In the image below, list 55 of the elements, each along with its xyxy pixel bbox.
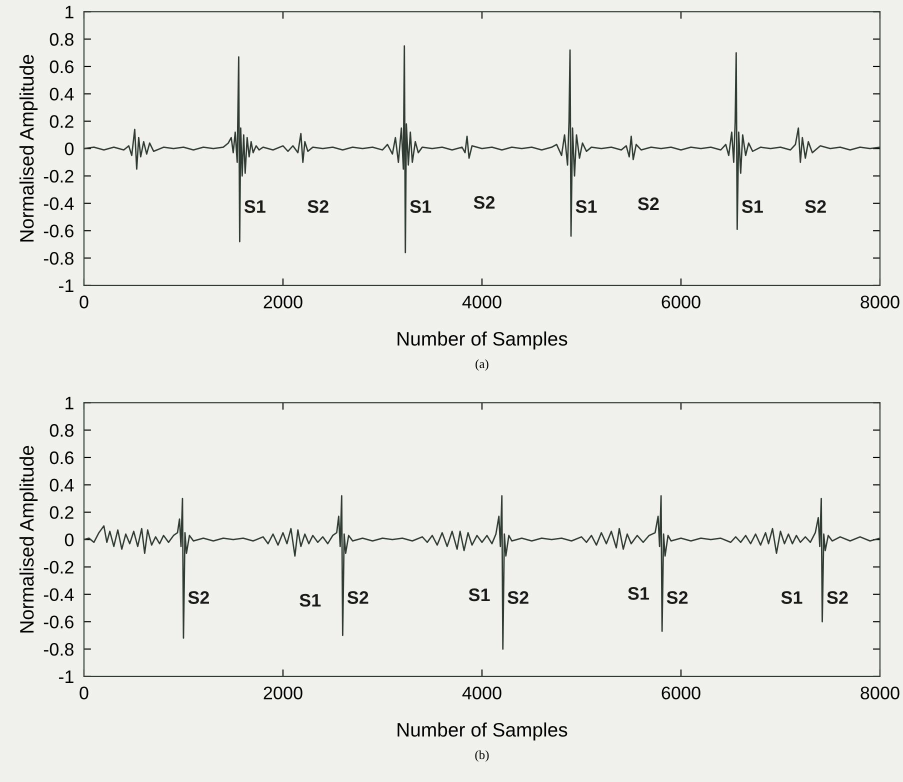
- annotation: S1: [628, 587, 650, 600]
- y-tick-label: 0.4: [50, 88, 74, 101]
- x-tick-label: 6000: [662, 686, 700, 700]
- x-axis-title: Number of Samples: [398, 331, 568, 350]
- x-tick-label: 8000: [860, 686, 900, 700]
- y-tick-label: -0.6: [44, 616, 74, 628]
- annotation: S1: [300, 594, 321, 607]
- text: (b): [475, 750, 489, 762]
- y-tick-label: -0.2: [44, 560, 74, 574]
- annotation: S2: [188, 591, 210, 604]
- annotation: S1: [244, 200, 266, 213]
- x-tick-label: 4000: [462, 296, 502, 308]
- x-tick-label: 2000: [264, 686, 302, 700]
- x-axis-title: Number of Samples: [398, 722, 568, 741]
- y-tick-label: -0.6: [44, 224, 74, 238]
- y-tick-label: 1: [66, 6, 74, 18]
- y-tick-label: 1: [66, 396, 74, 410]
- y-axis-title: Normalised Amplitude: [19, 446, 38, 633]
- x-tick-label: 2000: [264, 296, 302, 308]
- y-tick-label: -1: [59, 280, 74, 292]
- y-tick-label: 0.2: [50, 506, 74, 519]
- annotation: S2: [638, 197, 659, 210]
- x-tick-label: 0: [80, 686, 88, 700]
- annotation: S1: [468, 588, 490, 602]
- x-tick-label: 4000: [462, 686, 502, 700]
- annotation: S2: [308, 200, 328, 213]
- y-tick-label: -0.2: [44, 170, 74, 183]
- x-tick-label: 8000: [860, 296, 900, 308]
- annotation: S1: [781, 591, 802, 604]
- annotation: S2: [347, 591, 368, 604]
- x-tick-label: 0: [80, 296, 88, 308]
- annotation: S2: [666, 591, 688, 604]
- y-tick-label: 0: [64, 142, 74, 156]
- x-tick-label: 6000: [662, 296, 700, 308]
- annotation: S2: [508, 591, 528, 604]
- y-axis-title: Normalised Amplitude: [19, 54, 38, 242]
- annotation: S2: [826, 591, 848, 604]
- y-tick-label: 0.6: [50, 451, 74, 464]
- annotation: S1: [410, 200, 432, 213]
- y-tick-label: 0.8: [50, 424, 74, 437]
- y-tick-label: -0.4: [44, 197, 74, 210]
- y-tick-label: -0.8: [44, 642, 74, 656]
- y-tick-label: 0.2: [50, 115, 74, 128]
- y-tick-label: 0: [64, 534, 74, 546]
- y-tick-label: -0.4: [44, 588, 74, 602]
- annotation: S1: [742, 200, 763, 213]
- annotation: S1: [576, 200, 597, 213]
- y-tick-label: 0.4: [50, 478, 74, 492]
- y-tick-label: -0.8: [44, 252, 74, 265]
- annotation: S2: [474, 196, 495, 209]
- y-tick-label: -1: [59, 670, 74, 683]
- y-tick-label: 0.8: [50, 33, 74, 46]
- y-tick-label: 0.6: [50, 60, 74, 74]
- text: (a): [476, 359, 488, 371]
- annotation: S2: [805, 200, 826, 213]
